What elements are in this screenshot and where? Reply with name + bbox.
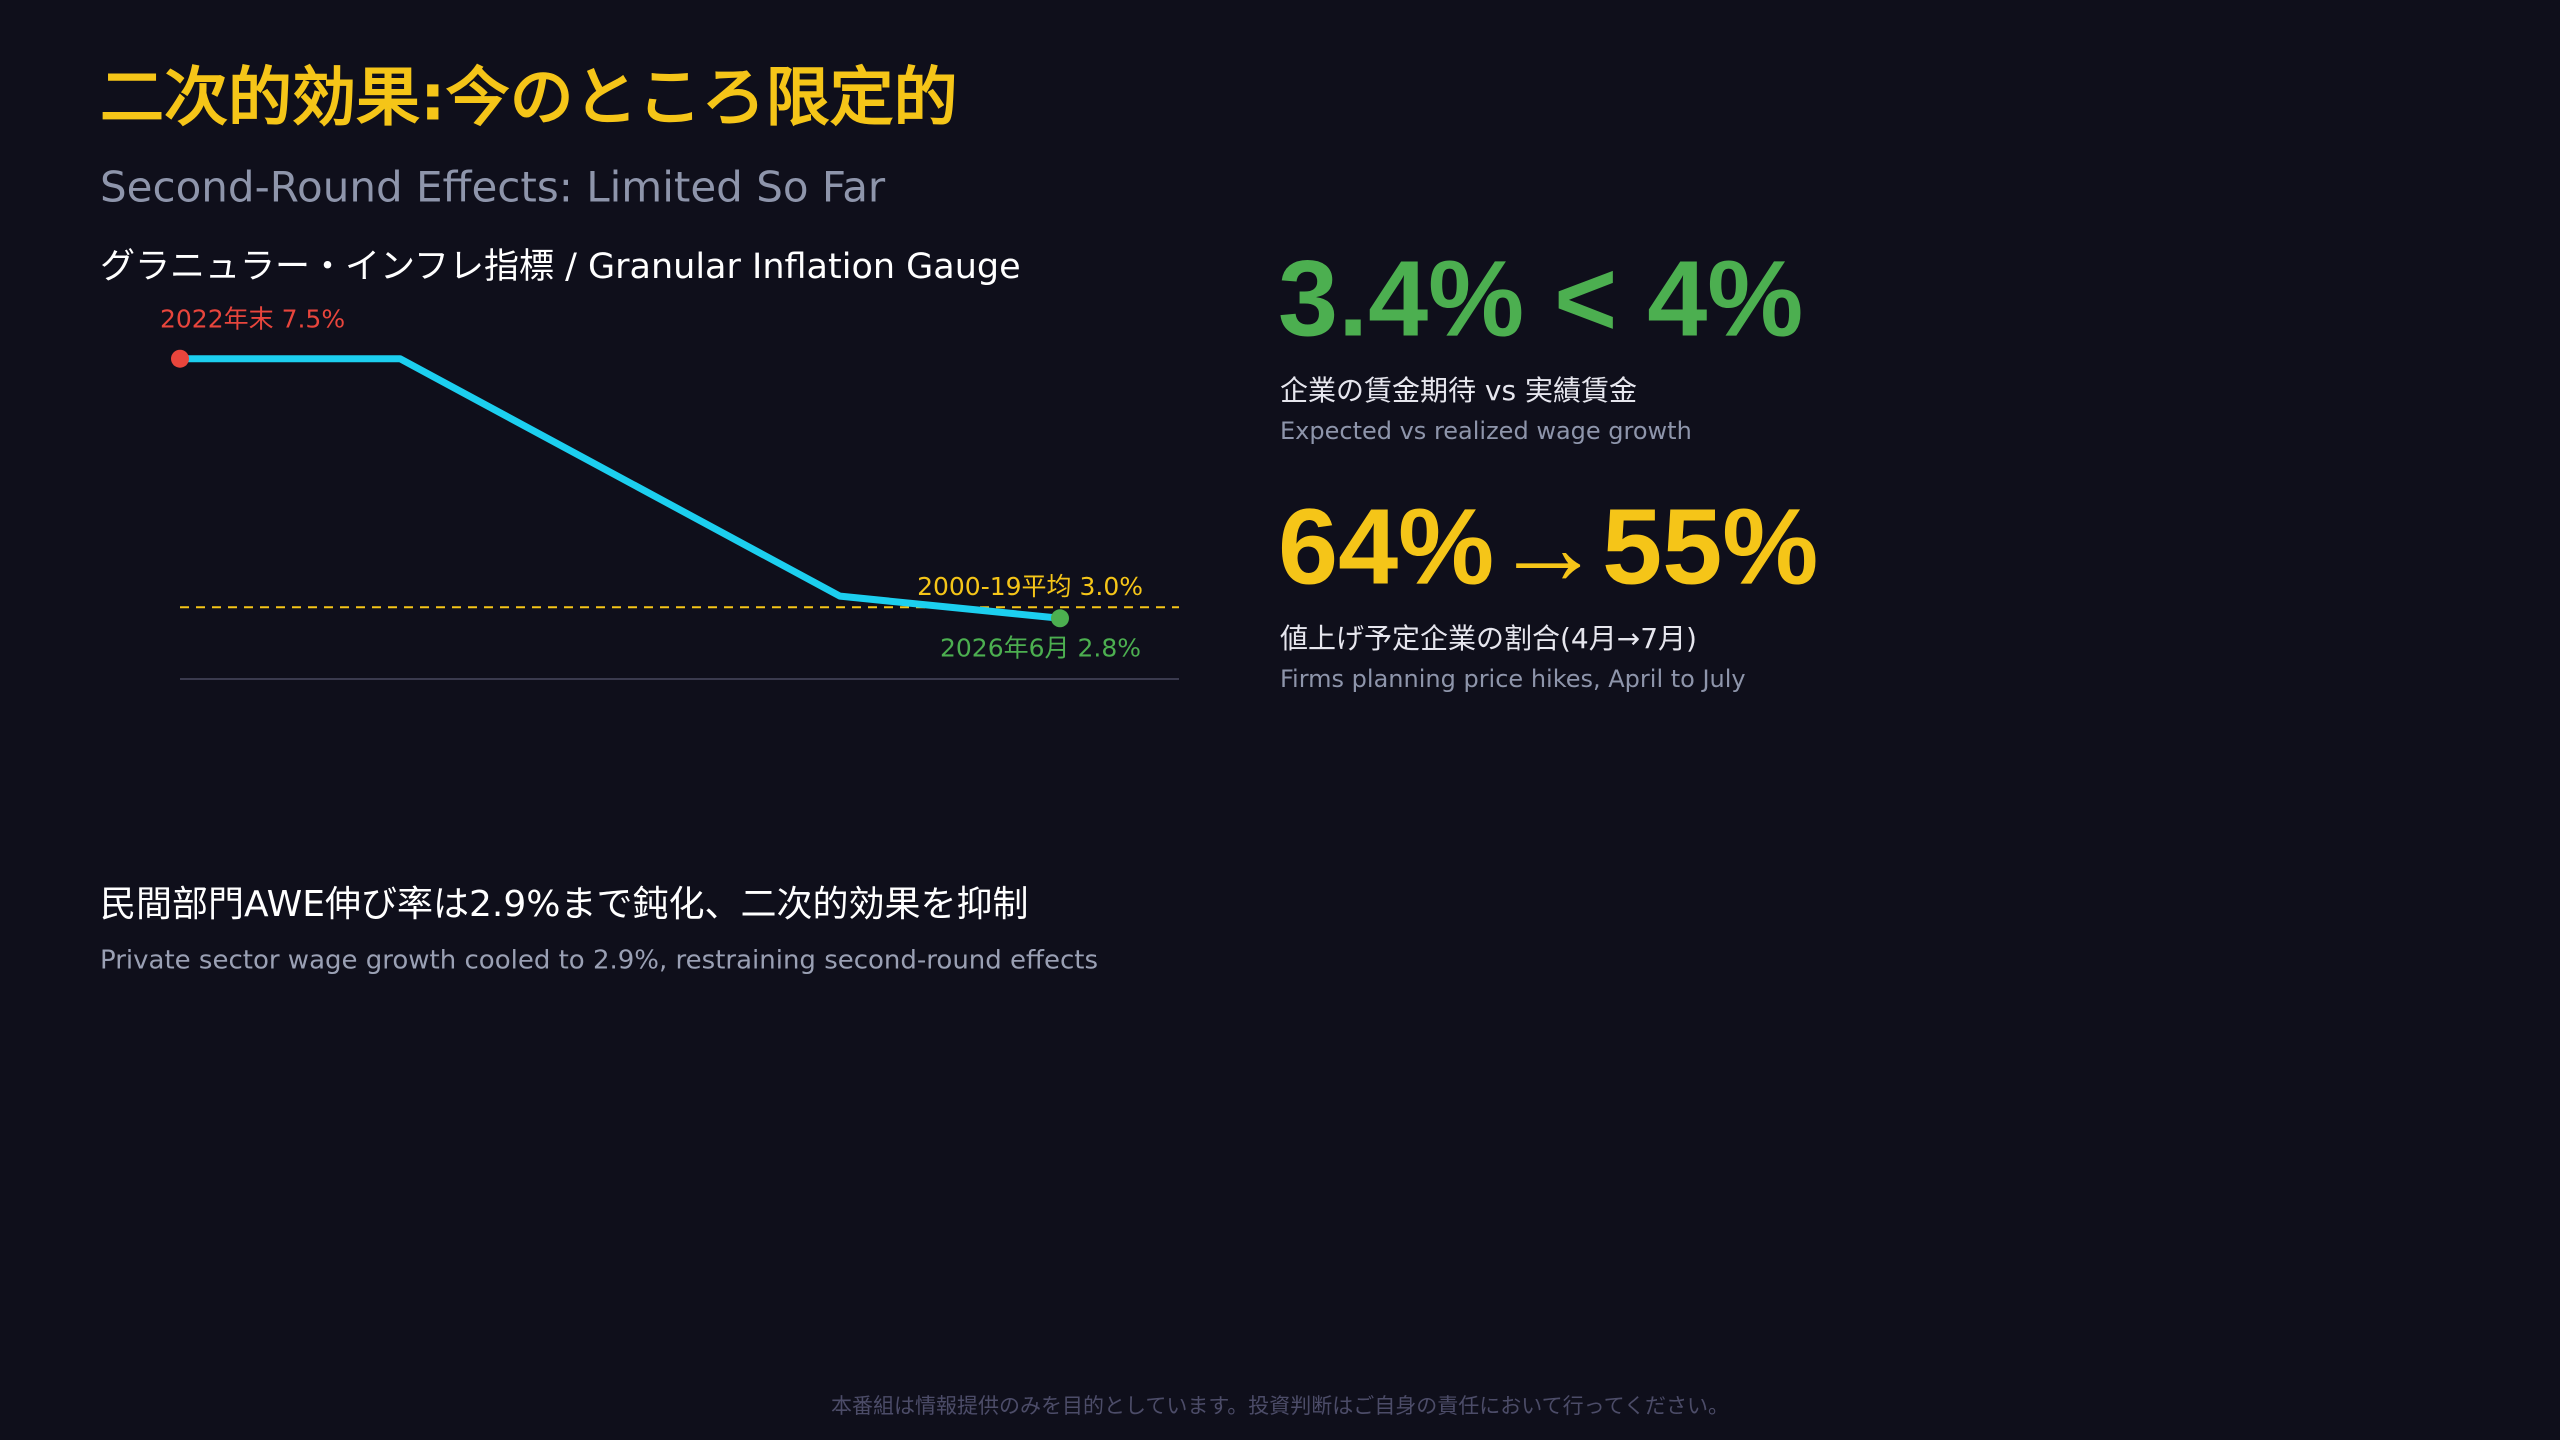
reference-label: 2000-19平均 3.0% [917, 572, 1143, 601]
summary: 民間部門AWE伸び率は2.9%まで鈍化、二次的効果を抑制 [100, 884, 1028, 925]
end-label: 2026年6月 2.8% [940, 633, 1141, 662]
chart-title: グラニュラー・インフレ指標 / Granular Inflation Gauge [100, 247, 1021, 287]
footer: 本番組は情報提供のみを目的としています。投資判断はご自身の責任において行ってくだ… [831, 1394, 1729, 1418]
start-point [171, 349, 189, 368]
stat-sublabel: Firms planning price hikes, April to Jul… [1280, 665, 1746, 693]
stat-label: 値上げ予定企業の割合(4月→7月) [1280, 622, 1697, 655]
stats: 3.4% < 4% 企業の賃金期待 vs 実績賃金 Expected vs real… [1278, 238, 1818, 693]
start-label: 2022年末 7.5% [160, 305, 345, 334]
end-point [1051, 609, 1069, 628]
stat-value: 3.4% < 4% [1278, 238, 1803, 359]
summary-sub: Private sector wage growth cooled to 2.9… [100, 946, 1098, 976]
subtitle: Second-Round Effects: Limited So Far [100, 163, 886, 212]
stat-sublabel: Expected vs realized wage growth [1280, 417, 1692, 445]
title: 二次的効果:今のところ限定的 [100, 62, 958, 136]
stat-label: 企業の賃金期待 vs 実績賃金 [1280, 374, 1637, 407]
series-line [180, 355, 1061, 622]
stat-value: 64%→55% [1278, 486, 1818, 607]
